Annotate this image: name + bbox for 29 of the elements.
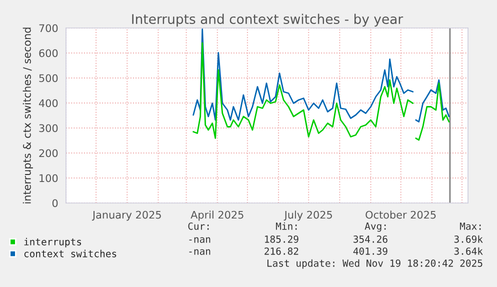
x-tick-label: January 2025: [92, 210, 161, 221]
chart-title: Interrupts and context switches - by year: [132, 14, 404, 27]
y-tick-label: 700: [39, 24, 58, 32]
text: 3.64k: [454, 247, 483, 255]
y-axis-title: interrupts & ctx switches / second: [22, 28, 33, 204]
text: Min:: [276, 222, 297, 230]
y-tick-label: 400: [38, 99, 58, 108]
text: -nan: [189, 237, 210, 243]
legend-label: interrupts: [24, 238, 82, 248]
y-tick-label: 0: [52, 199, 58, 208]
y-tick-label: 200: [39, 149, 58, 158]
text: Last update: Wed Nov 19 18:20:42 2025: [267, 259, 482, 269]
text: 185.29: [265, 235, 298, 243]
y-tick-label: 100: [40, 174, 58, 182]
legend-label: context switches: [24, 250, 116, 258]
y-tick-label: 300: [39, 124, 58, 132]
y-tick-label: 500: [39, 74, 58, 82]
text: -nan: [189, 249, 210, 255]
text: Avg:: [364, 222, 386, 232]
text: 216.82: [264, 247, 298, 255]
text: 354.26: [354, 235, 388, 243]
text: Cur:: [188, 222, 209, 230]
text: Max:: [460, 222, 481, 230]
text: 401.39: [353, 247, 388, 255]
text: 3.69k: [454, 235, 483, 243]
x-tick-label: April 2025: [190, 210, 244, 221]
x-tick-label: October 2025: [366, 210, 436, 219]
x-tick-label: July 2025: [284, 210, 332, 221]
y-tick-label: 600: [39, 49, 58, 58]
